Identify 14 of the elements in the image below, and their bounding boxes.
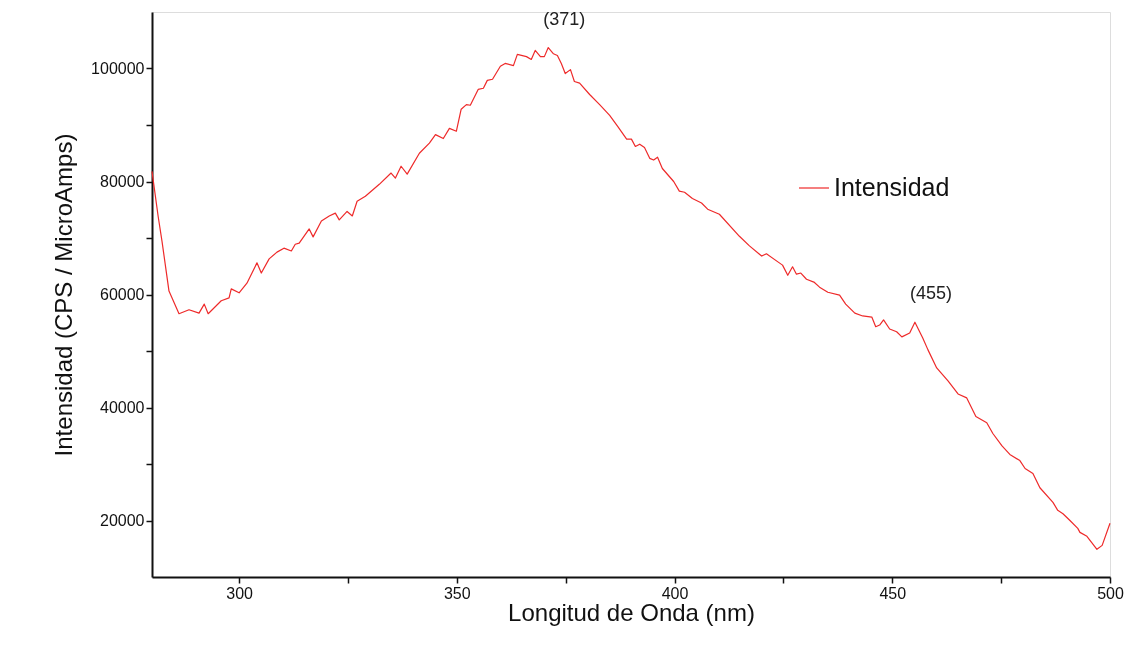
annotation: (371)	[543, 8, 586, 29]
y-tick-label: 20000	[100, 512, 145, 529]
legend-label: Intensidad	[834, 173, 950, 201]
y-tick-label: 100000	[91, 60, 145, 77]
line-series	[151, 47, 1111, 550]
x-tick-label: 450	[879, 584, 907, 602]
y-tick-label: 80000	[100, 173, 145, 190]
y-tick-label: 40000	[100, 399, 145, 416]
y-tick-label: 60000	[100, 286, 145, 303]
y-axis-title: Intensidad (CPS / MicroAmps)	[50, 133, 78, 457]
x-tick-label: 350	[443, 584, 471, 602]
annotation: (455)	[909, 283, 952, 304]
x-tick-label: 300	[226, 584, 254, 602]
x-tick-label: 500	[1097, 584, 1124, 602]
